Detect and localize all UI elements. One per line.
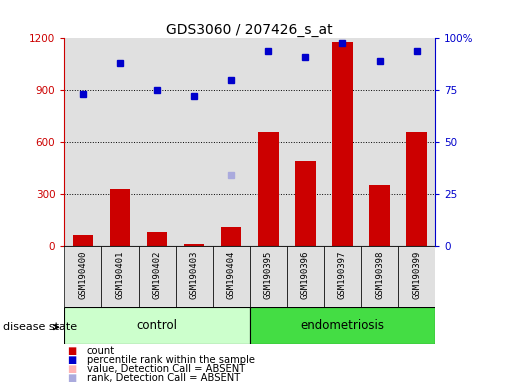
Text: count: count — [87, 346, 115, 356]
Text: ■: ■ — [67, 355, 76, 365]
Bar — [213, 246, 250, 307]
Bar — [147, 232, 167, 246]
Bar — [332, 42, 353, 246]
Bar — [64, 307, 250, 344]
Text: GSM190395: GSM190395 — [264, 251, 273, 299]
Text: ■: ■ — [67, 364, 76, 374]
Text: ■: ■ — [67, 373, 76, 383]
Bar — [221, 227, 242, 246]
Bar — [176, 246, 213, 307]
Bar — [324, 246, 361, 307]
Text: value, Detection Call = ABSENT: value, Detection Call = ABSENT — [87, 364, 245, 374]
Text: GSM190398: GSM190398 — [375, 251, 384, 299]
Bar — [250, 246, 287, 307]
Bar — [184, 244, 204, 246]
Text: GSM190397: GSM190397 — [338, 251, 347, 299]
Bar — [139, 246, 176, 307]
Text: GSM190404: GSM190404 — [227, 251, 236, 299]
Bar — [64, 246, 101, 307]
Text: GSM190400: GSM190400 — [78, 251, 88, 299]
Bar — [110, 189, 130, 246]
Text: endometriosis: endometriosis — [300, 319, 385, 332]
Bar — [73, 235, 93, 246]
Text: percentile rank within the sample: percentile rank within the sample — [87, 355, 254, 365]
Text: control: control — [136, 319, 178, 332]
Text: GSM190399: GSM190399 — [412, 251, 421, 299]
Text: GSM190402: GSM190402 — [152, 251, 162, 299]
Bar — [361, 246, 398, 307]
Bar — [369, 185, 390, 246]
Text: rank, Detection Call = ABSENT: rank, Detection Call = ABSENT — [87, 373, 240, 383]
Bar — [398, 246, 435, 307]
Bar — [406, 132, 427, 246]
Text: ■: ■ — [67, 346, 76, 356]
Text: GSM190396: GSM190396 — [301, 251, 310, 299]
Text: GSM190403: GSM190403 — [190, 251, 199, 299]
Title: GDS3060 / 207426_s_at: GDS3060 / 207426_s_at — [166, 23, 333, 37]
Text: GSM190401: GSM190401 — [115, 251, 125, 299]
Bar — [295, 161, 316, 246]
Bar — [101, 246, 139, 307]
Text: disease state: disease state — [3, 322, 77, 332]
Bar — [250, 307, 435, 344]
Bar — [258, 132, 279, 246]
Bar — [287, 246, 324, 307]
